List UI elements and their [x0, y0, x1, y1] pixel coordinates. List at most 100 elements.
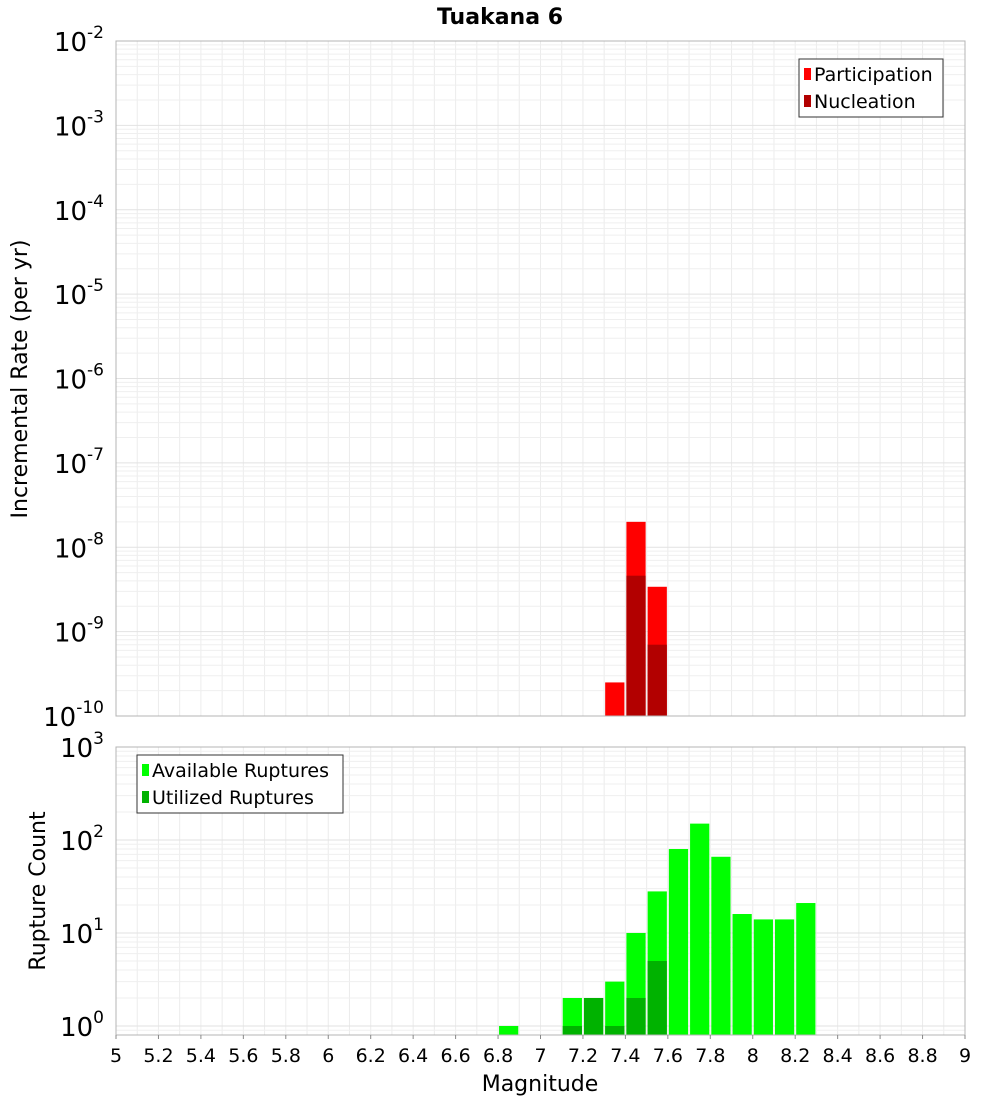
top-y-tick-exponent: -10 [76, 698, 104, 718]
top-y-tick-label: 10-6 [54, 361, 104, 396]
bottom-bar [583, 997, 604, 1035]
x-tick-label: 5.2 [143, 1045, 173, 1067]
bottom-bar [774, 919, 795, 1035]
bottom-legend-box [136, 754, 344, 814]
x-tick-label: 7.2 [568, 1045, 598, 1067]
top-gridlines [115, 40, 966, 717]
top-y-axis-label: Incremental Rate (per yr) [8, 240, 33, 519]
bottom-y-tick-exponent: 0 [93, 1008, 104, 1028]
top-y-tick-label: 10-9 [54, 614, 104, 649]
top-y-tick-base: 10 [54, 619, 87, 649]
bottom-y-axis-label: Rupture Count [26, 811, 51, 971]
bottom-y-tick-base: 10 [60, 920, 93, 950]
top-plot-border [115, 40, 966, 717]
x-tick-label: 8.2 [780, 1045, 810, 1067]
bottom-y-tick-base: 10 [60, 734, 93, 764]
bottom-legend: Available Ruptures Utilized Ruptures [136, 754, 344, 814]
bottom-bar [562, 1025, 582, 1035]
top-plot-area: 10-1010-910-810-710-610-510-410-310-2Par… [43, 23, 966, 733]
bottom-series-utilized-ruptures [562, 960, 667, 1035]
chart-title: Tuakana 6 [437, 5, 563, 30]
top-series-nucleation [626, 575, 667, 716]
top-y-tick-base: 10 [43, 703, 76, 733]
bottom-bar [562, 997, 582, 1035]
top-y-tick-label: 10-7 [54, 445, 104, 480]
top-y-tick-label: 10-3 [54, 107, 104, 142]
x-tick-label: 6.2 [356, 1045, 386, 1067]
x-tick-label: 6 [322, 1045, 334, 1067]
top-y-tick-exponent: -8 [87, 529, 104, 549]
top-legend-swatch [804, 68, 811, 80]
top-y-tick-label: 10-8 [54, 529, 104, 564]
x-tick-label: 5.8 [271, 1045, 301, 1067]
top-legend: Participation Nucleation [798, 58, 944, 118]
bottom-bar [499, 1025, 519, 1035]
x-axis-label: Magnitude [482, 1072, 599, 1097]
x-tick-label: 7.6 [653, 1045, 683, 1067]
x-tick-label: 9 [959, 1045, 971, 1067]
x-tick-label: 8 [747, 1045, 759, 1067]
bottom-bar [690, 823, 710, 1035]
top-y-tick-base: 10 [54, 28, 87, 58]
bottom-y-tick-base: 10 [60, 1013, 93, 1043]
top-y-tick-label: 10-4 [54, 192, 104, 227]
top-y-tick-base: 10 [54, 112, 87, 142]
top-bar [647, 644, 667, 716]
bottom-bar [668, 849, 689, 1035]
x-tick-label: 7.4 [610, 1045, 640, 1067]
bottom-bar [647, 960, 667, 1035]
bottom-bar [732, 914, 752, 1035]
x-tick-label: 7.8 [695, 1045, 725, 1067]
bottom-y-tick-label: 101 [60, 915, 104, 950]
x-tick-label: 5 [110, 1045, 122, 1067]
top-y-tick-label: 10-2 [54, 23, 104, 58]
x-tick-label: 5.6 [228, 1045, 258, 1067]
x-tick-label: 7 [534, 1045, 546, 1067]
bottom-bar [753, 919, 773, 1035]
top-legend-box [798, 58, 944, 118]
bottom-bar [605, 1025, 625, 1035]
bottom-legend-label: Utilized Ruptures [152, 787, 314, 809]
x-tick-label: 5.4 [186, 1045, 216, 1067]
x-tick-label: 6.4 [398, 1045, 428, 1067]
top-legend-swatch [804, 95, 811, 107]
x-tick-label: 6.8 [483, 1045, 513, 1067]
bottom-bar [626, 997, 646, 1035]
bottom-y-tick-label: 102 [60, 822, 104, 857]
bottom-y-tick-base: 10 [60, 827, 93, 857]
top-y-tick-exponent: -7 [87, 445, 104, 465]
bottom-y-tick-label: 103 [60, 729, 104, 764]
x-tick-label: 8.4 [823, 1045, 853, 1067]
top-legend-label: Nucleation [814, 91, 916, 113]
x-tick-label: 8.8 [907, 1045, 937, 1067]
top-bar [626, 575, 646, 716]
bottom-bar [796, 903, 816, 1035]
top-y-tick-exponent: -4 [87, 192, 104, 212]
top-y-tick-base: 10 [54, 366, 87, 396]
bottom-bar [605, 981, 625, 1035]
bottom-y-tick-label: 100 [60, 1008, 104, 1043]
top-y-tick-base: 10 [54, 281, 87, 311]
top-y-tick-exponent: -5 [87, 276, 104, 296]
top-y-tick-exponent: -2 [87, 23, 104, 43]
bottom-legend-swatch [142, 791, 149, 803]
bottom-bar [711, 856, 731, 1035]
top-y-tick-exponent: -9 [87, 614, 104, 634]
bottom-y-tick-exponent: 1 [93, 915, 104, 935]
top-y-tick-label: 10-5 [54, 276, 104, 311]
top-y-tick-label: 10-10 [43, 698, 104, 733]
bottom-legend-swatch [142, 764, 149, 776]
top-y-tick-base: 10 [54, 197, 87, 227]
top-legend-label: Participation [814, 64, 933, 86]
bottom-y-tick-exponent: 2 [93, 822, 104, 842]
x-tick-label: 8.6 [865, 1045, 895, 1067]
x-tick-label: 6.6 [440, 1045, 470, 1067]
top-bar [605, 682, 625, 716]
top-y-tick-base: 10 [54, 450, 87, 480]
top-y-tick-exponent: -6 [87, 361, 104, 381]
top-y-tick-exponent: -3 [87, 107, 104, 127]
bottom-legend-label: Available Ruptures [152, 760, 329, 782]
